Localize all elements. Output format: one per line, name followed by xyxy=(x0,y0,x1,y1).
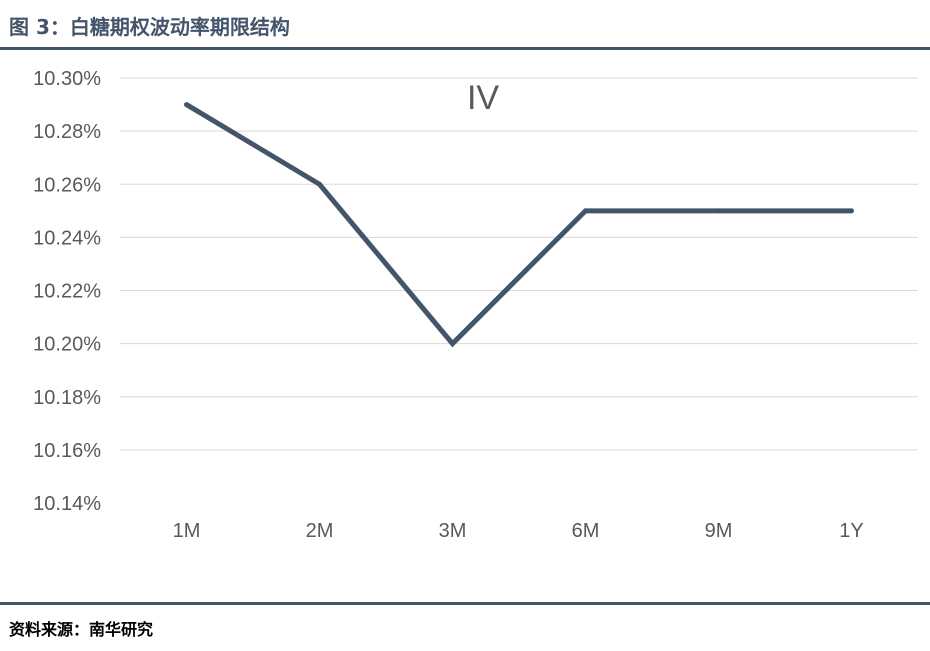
y-tick-label: 10.20% xyxy=(33,334,101,356)
x-tick-label: 2M xyxy=(306,520,334,542)
y-tick-label: 10.18% xyxy=(33,387,101,409)
series-line xyxy=(185,102,852,348)
data-point xyxy=(716,208,721,214)
data-point xyxy=(184,102,189,108)
data-point xyxy=(583,208,588,214)
x-tick-label: 3M xyxy=(439,520,467,542)
data-point xyxy=(849,208,854,214)
y-tick-label: 10.28% xyxy=(33,121,101,143)
y-tick-label: 10.14% xyxy=(33,493,101,515)
x-tick-label: 1Y xyxy=(839,520,863,542)
series-layer xyxy=(184,102,854,348)
source-note: 资料来源：南华研究 xyxy=(9,620,154,639)
footer-divider xyxy=(0,602,930,605)
gridlines xyxy=(120,77,918,451)
y-tick-label: 10.22% xyxy=(33,281,101,303)
data-point xyxy=(317,181,322,187)
figure-title: 图 3：白糖期权波动率期限结构 xyxy=(9,15,290,39)
x-tick-label: 9M xyxy=(705,520,733,542)
y-tick-label: 10.26% xyxy=(33,174,101,196)
y-tick-label: 10.30% xyxy=(33,68,101,90)
iv-term-structure-chart: 10.14% 10.16% 10.18% 10.20% 10.22% 10.24% 10.2… xyxy=(33,68,918,542)
y-axis-tick-labels: 10.14% 10.16% 10.18% 10.20% 10.22% 10.24% 10.2… xyxy=(33,68,101,515)
x-axis-tick-labels: 1M 2M 3M 6M 9M 1Y xyxy=(173,520,864,542)
y-tick-label: 10.16% xyxy=(33,440,101,462)
series-label: IV xyxy=(467,79,499,117)
x-tick-label: 1M xyxy=(173,520,201,542)
title-divider xyxy=(0,47,930,50)
y-tick-label: 10.24% xyxy=(33,227,101,249)
x-tick-label: 6M xyxy=(572,520,600,542)
data-point xyxy=(450,341,455,347)
